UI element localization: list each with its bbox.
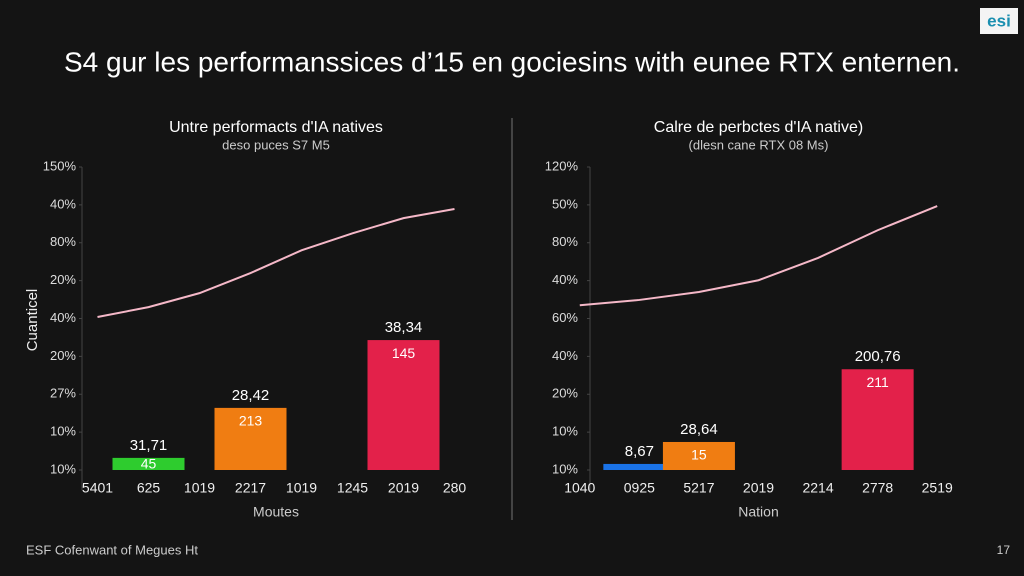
bar-inner-label: 145 — [392, 345, 416, 361]
x-tick-label: 1245 — [337, 480, 368, 496]
x-tick-label: 5217 — [683, 480, 714, 496]
logo-box — [980, 8, 1018, 34]
x-tick-label: 2519 — [922, 480, 953, 496]
y-tick-label: 150% — [43, 158, 77, 173]
y-tick-label: 10% — [552, 424, 578, 439]
y-axis-label: Cuanticel — [24, 289, 41, 352]
chart-title: Calre de perbctes d'IA native) — [654, 119, 863, 136]
bar-inner-label: 45 — [141, 456, 157, 472]
y-tick-label: 60% — [552, 310, 578, 325]
y-tick-label: 80% — [552, 234, 578, 249]
x-tick-label: 2019 — [743, 480, 774, 496]
bar — [112, 457, 185, 470]
bar — [662, 441, 735, 470]
bar-label: 8,67 — [625, 443, 654, 460]
slide-title: S4 gur les performanssices d’15 en gocie… — [64, 46, 960, 77]
y-tick-label: 10% — [50, 461, 76, 476]
y-tick-label: 20% — [50, 348, 76, 363]
y-tick-label: 50% — [552, 196, 578, 211]
x-tick-label: 2217 — [235, 480, 266, 496]
line — [579, 205, 938, 307]
x-axis-label: Moutes — [253, 504, 299, 520]
bar — [603, 463, 676, 470]
x-axis-label: Nation — [738, 504, 778, 520]
x-tick-label: 1019 — [184, 480, 215, 496]
x-tick-label: 2214 — [802, 480, 833, 496]
y-tick-label: 20% — [50, 272, 76, 287]
chart-subtitle: (dlesn cane RTX 08 Ms) — [689, 137, 829, 152]
x-tick-label: 280 — [443, 480, 467, 496]
y-tick-label: 27% — [50, 386, 76, 401]
y-tick-label: 10% — [50, 424, 76, 439]
bar — [367, 340, 440, 470]
bar-inner-label: 15 — [691, 447, 707, 463]
line — [97, 208, 455, 318]
y-tick-label: 20% — [552, 386, 578, 401]
y-tick-label: 80% — [50, 234, 76, 249]
x-tick-label: 1040 — [564, 480, 595, 496]
y-tick-label: 40% — [50, 310, 76, 325]
x-tick-label: 625 — [137, 480, 161, 496]
y-tick-label: 120% — [545, 158, 579, 173]
x-tick-label: 2019 — [388, 480, 419, 496]
bar — [841, 369, 914, 470]
x-tick-label: 1019 — [286, 480, 317, 496]
y-tick-label: 40% — [552, 348, 578, 363]
y-tick-label: 40% — [50, 196, 76, 211]
bar-label: 38,34 — [385, 319, 423, 336]
y-tick-label: 10% — [552, 461, 578, 476]
bar-inner-label: 213 — [239, 413, 263, 429]
logo: esi — [987, 11, 1011, 30]
chart-title: Untre performacts d'IA natives — [169, 119, 383, 136]
chart-subtitle: deso puces S7 M5 — [222, 137, 330, 152]
bar-label: 31,71 — [130, 437, 168, 454]
y-tick-label: 40% — [552, 272, 578, 287]
page-number: 17 — [997, 543, 1011, 557]
bar-label: 28,42 — [232, 387, 270, 404]
x-tick-label: 0925 — [624, 480, 655, 496]
footer: ESF Cofenwant of Megues Ht — [26, 542, 198, 557]
x-tick-label: 5401 — [82, 480, 113, 496]
bar — [214, 407, 287, 470]
bar-label: 28,64 — [680, 421, 718, 438]
bar-inner-label: 211 — [866, 374, 889, 390]
bar-label: 200,76 — [855, 348, 901, 365]
x-tick-label: 2778 — [862, 480, 893, 496]
